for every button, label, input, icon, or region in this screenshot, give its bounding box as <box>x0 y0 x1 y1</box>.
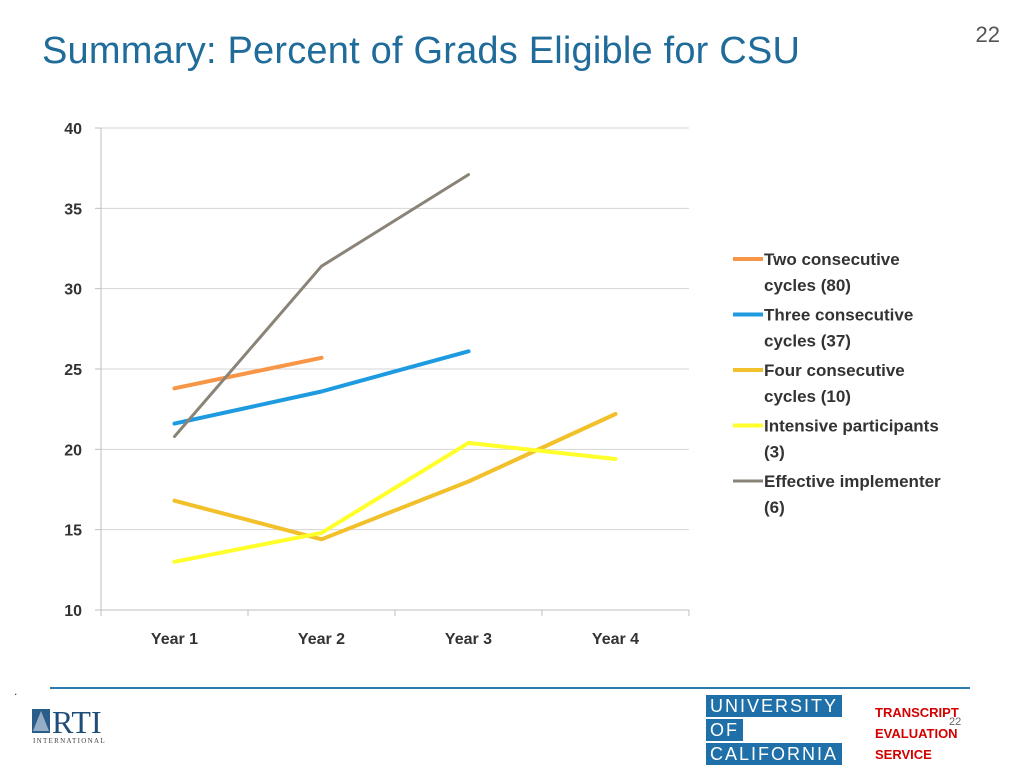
rti-logo: RTI <box>32 704 122 747</box>
legend-item-2: Three consecutive cycles (37) <box>733 306 913 351</box>
legend-item-5: Effective implementer (6) <box>733 472 941 517</box>
legend-label: Intensive participants <box>764 417 939 436</box>
legend-label: (3) <box>764 443 785 462</box>
legend-label: Four consecutive <box>764 361 905 380</box>
legend-label: (6) <box>764 498 785 517</box>
y-tick-label: 40 <box>64 121 82 138</box>
y-tick-label: 15 <box>64 523 82 540</box>
y-tick-label: 25 <box>64 362 82 379</box>
series-layer <box>172 173 618 564</box>
uc-logo-line: UNIVERSITY <box>706 695 843 717</box>
tes-logo: TRANSCRIPT EVALUATION SERVICE <box>875 702 959 765</box>
series-line-5 <box>173 173 470 438</box>
legend-item-4: Intensive participants (3) <box>733 417 939 462</box>
legend-label: Two consecutive <box>764 250 900 269</box>
tes-logo-line: SERVICE <box>875 747 932 762</box>
series-line-2 <box>172 349 471 426</box>
axis-layer: 10 15 20 25 30 35 40 Year 1 Year 2 Year 3 Year 4 <box>64 121 690 648</box>
x-tick-label: Year 1 <box>151 631 198 648</box>
y-tick-label: 30 <box>64 282 82 299</box>
legend-label: cycles (10) <box>764 387 851 406</box>
y-tick-label: 10 <box>64 603 82 620</box>
x-tick-label: Year 4 <box>592 631 639 648</box>
legend-label: cycles (37) <box>764 332 851 351</box>
rti-logo-text: RTI <box>52 705 102 737</box>
footer-page-number: 22 <box>949 716 962 728</box>
y-tick-label: 35 <box>64 201 82 218</box>
x-tick-label: Year 3 <box>445 631 492 648</box>
uc-logo-line: OF <box>706 719 743 741</box>
x-tick-label: Year 2 <box>298 631 345 648</box>
tes-logo-line: EVALUATION <box>875 726 958 741</box>
legend-label: Effective implementer <box>764 472 941 491</box>
series-line-1 <box>172 355 324 391</box>
tes-logo-line: TRANSCRIPT <box>875 705 959 720</box>
legend-item-3: Four consecutive cycles (10) <box>733 361 905 406</box>
footer-divider <box>50 687 970 689</box>
y-tick-label: 20 <box>64 442 82 459</box>
rti-logo-subtext: INTERNATIONAL <box>33 737 106 745</box>
series-line-4 <box>172 440 618 564</box>
slide-number: 22 <box>975 22 1000 47</box>
uc-logo-line: CALIFORNIA <box>706 743 843 765</box>
slide-title: Summary: Percent of Grads Eligible for C… <box>42 30 801 72</box>
series-line-3 <box>172 412 618 542</box>
legend-item-1: Two consecutive cycles (80) <box>733 250 900 295</box>
legend: Two consecutive cycles (80) Three consecut… <box>733 250 941 517</box>
uc-logo: UNIVERSITY OF CALIFORNIA <box>706 695 843 767</box>
grid-layer <box>101 127 689 611</box>
footer-dot: . <box>14 684 18 698</box>
legend-label: cycles (80) <box>764 276 851 295</box>
legend-label: Three consecutive <box>764 306 913 325</box>
